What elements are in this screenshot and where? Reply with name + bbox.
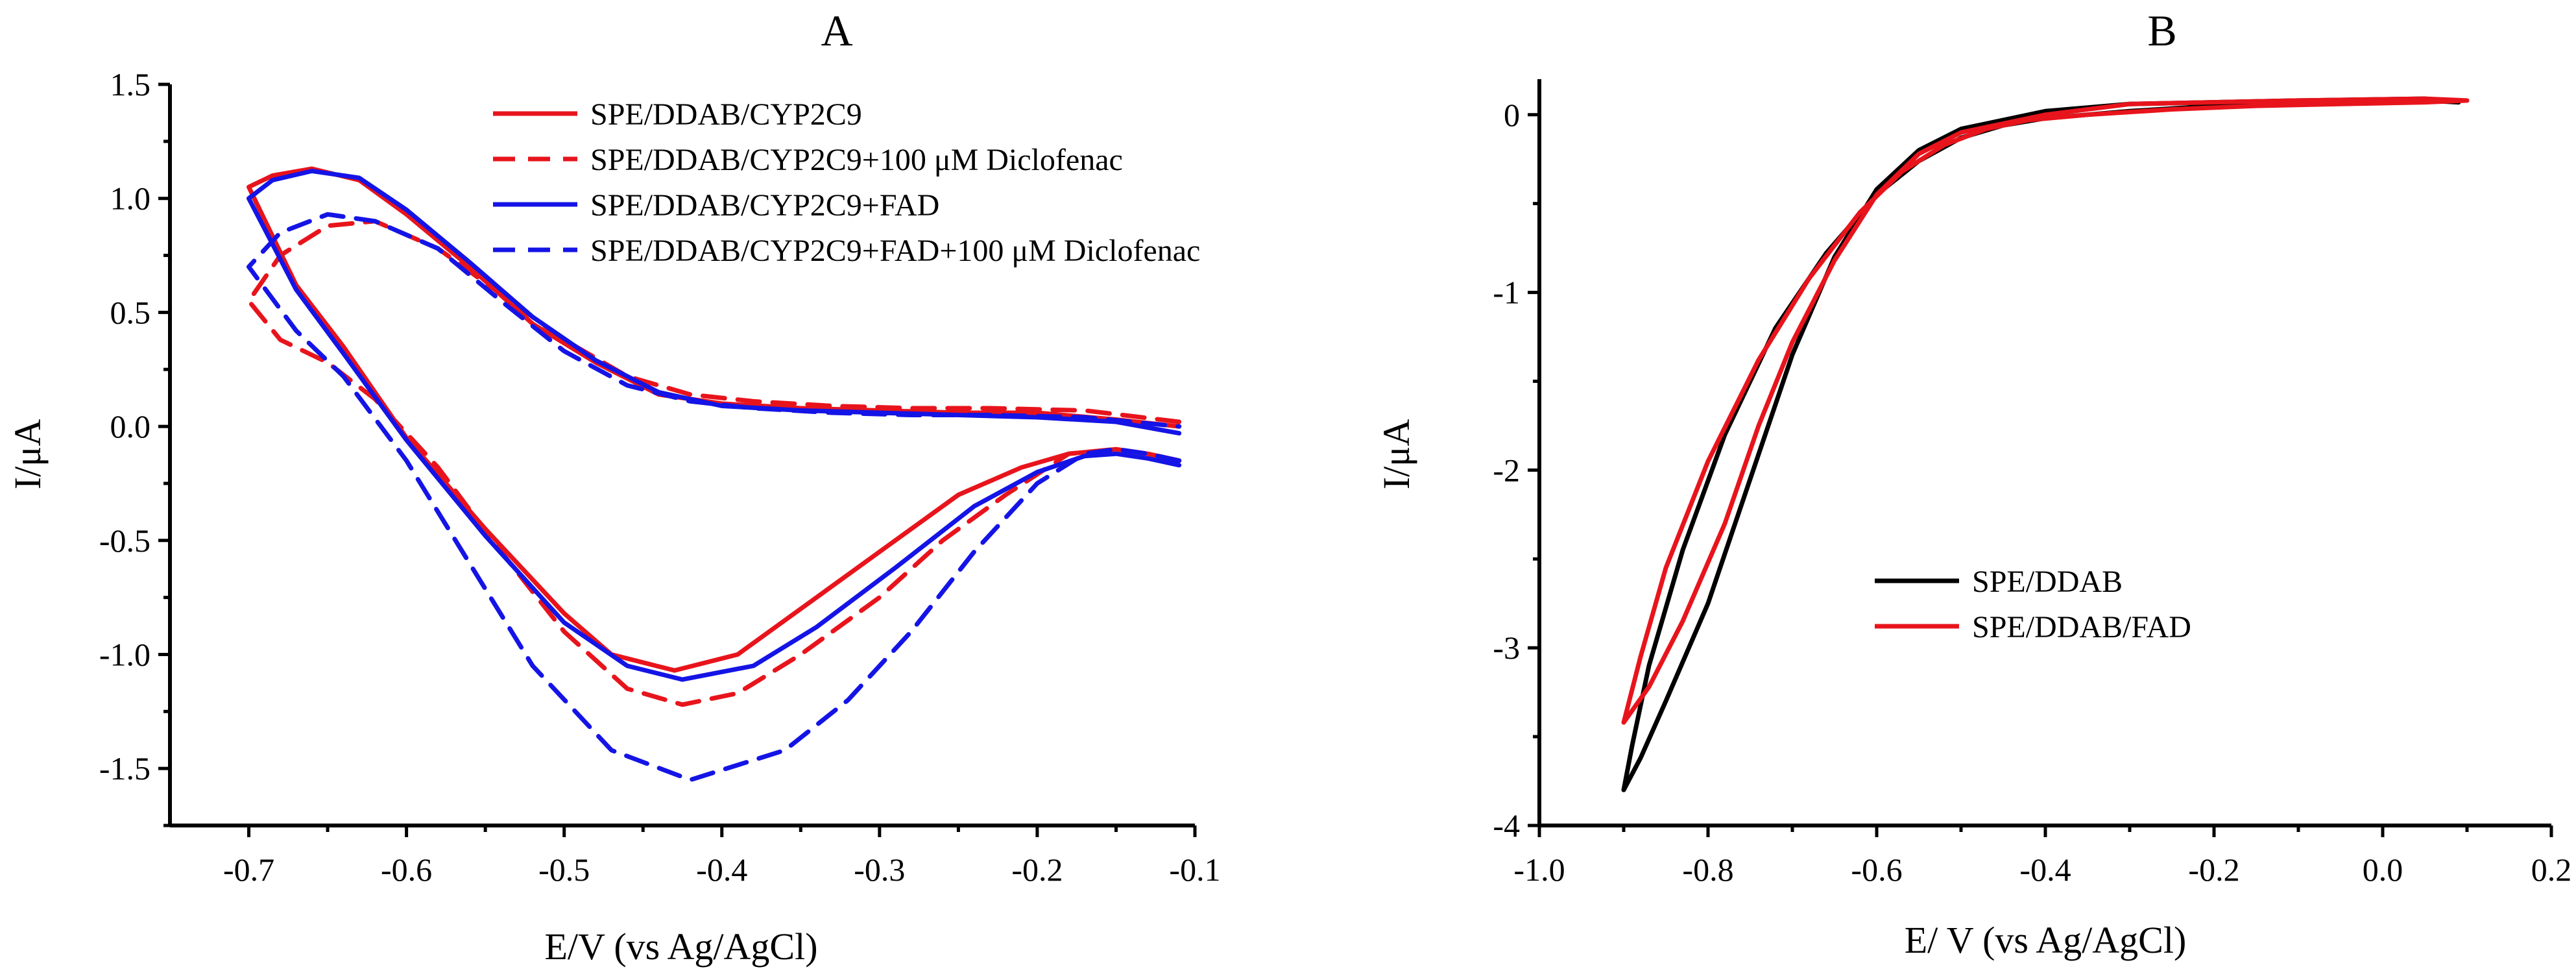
panel-b-chart: B -1.0 -0.8 -0.6 -0.4 -0.2 0.0 0.2 -4 -3 -2 -1 0 E/… xyxy=(1375,6,2571,961)
panel-b-y-axis-title: I/μA xyxy=(1375,419,1417,490)
x-tick-label-a-0: -0.7 xyxy=(223,851,274,888)
x-tick-label-b-1: -0.8 xyxy=(1682,851,1733,888)
panel-b-legend: SPE/DDAB SPE/DDAB/FAD xyxy=(1875,565,2191,644)
y-tick-label-a-3: 0.0 xyxy=(110,408,151,445)
legend-label-a-2: SPE/DDAB/CYP2C9+FAD xyxy=(590,188,939,223)
x-tick-label-b-6: 0.2 xyxy=(2531,851,2572,888)
x-tick-label-a-1: -0.6 xyxy=(381,851,432,888)
legend-label-a-1: SPE/DDAB/CYP2C9+100 μM Diclofenac xyxy=(590,143,1123,177)
x-tick-label-a-3: -0.4 xyxy=(696,851,747,888)
panel-b-x-axis-title: E/ V (vs Ag/AgCl) xyxy=(1905,919,2187,961)
x-tick-label-a-5: -0.2 xyxy=(1011,851,1063,888)
legend-label-b-1: SPE/DDAB/FAD xyxy=(1972,610,2191,644)
legend-label-a-0: SPE/DDAB/CYP2C9 xyxy=(590,97,862,132)
series-line-a-1 xyxy=(247,219,1182,707)
y-tick-label-b-4: 0 xyxy=(1504,97,1520,133)
x-tick-label-a-2: -0.5 xyxy=(538,851,590,888)
panel-a-label: A xyxy=(821,6,852,55)
y-tick-label-a-0: -1.5 xyxy=(99,750,150,787)
x-tick-label-b-4: -0.2 xyxy=(2188,851,2239,888)
series-line-a-0 xyxy=(247,166,1182,673)
x-tick-label-b-2: -0.6 xyxy=(1851,851,1902,888)
panel-b-series-group xyxy=(1621,96,2470,792)
panel-a-axes xyxy=(168,84,1195,827)
panel-a-legend: SPE/DDAB/CYP2C9 SPE/DDAB/CYP2C9+100 μM Di… xyxy=(493,97,1200,268)
y-tick-label-b-2: -2 xyxy=(1493,452,1520,488)
y-tick-label-a-5: 1.0 xyxy=(110,180,151,217)
y-tick-label-b-3: -1 xyxy=(1493,275,1520,311)
y-tick-label-a-6: 1.5 xyxy=(110,66,151,103)
y-tick-label-b-1: -3 xyxy=(1493,630,1520,666)
series-line-b-0 xyxy=(1621,96,2461,792)
y-tick-label-a-2: -0.5 xyxy=(99,522,150,559)
x-tick-label-b-0: -1.0 xyxy=(1513,851,1565,888)
panel-a-y-axis-title: I/μA xyxy=(6,419,49,490)
panel-a-x-axis-title: E/V (vs Ag/AgCl) xyxy=(544,925,817,968)
panel-b-label: B xyxy=(2147,6,2176,55)
x-tick-label-a-4: -0.3 xyxy=(854,851,905,888)
x-tick-label-a-6: -0.1 xyxy=(1169,851,1220,888)
panel-b-axes xyxy=(1537,79,2551,827)
panel-a-series-group xyxy=(247,166,1182,783)
y-tick-label-b-0: -4 xyxy=(1493,807,1520,844)
y-tick-label-a-1: -1.0 xyxy=(99,636,150,672)
panel-b-ticks: -1.0 -0.8 -0.6 -0.4 -0.2 0.0 0.2 -4 -3 -2 -1 0 xyxy=(1493,97,2571,888)
x-tick-label-b-3: -0.4 xyxy=(2019,851,2071,888)
x-tick-label-b-5: 0.0 xyxy=(2363,851,2403,888)
series-line-b-1 xyxy=(1621,96,2470,725)
panel-a-chart: A -0.7 -0.6 -0.5 -0.4 -0.3 -0.2 -0.1-1.5-1.0-0… xyxy=(6,6,1221,968)
y-tick-label-a-4: 0.5 xyxy=(110,294,151,330)
panel-a-ticks: -0.7 -0.6 -0.5 -0.4 -0.3 -0.2 -0.1 -1.5 -1.0 -0.5… xyxy=(99,66,1221,888)
legend-label-a-3: SPE/DDAB/CYP2C9+FAD+100 μM Diclofenac xyxy=(590,234,1200,268)
series-line-a-3 xyxy=(247,212,1182,783)
legend-label-b-0: SPE/DDAB xyxy=(1972,565,2123,599)
